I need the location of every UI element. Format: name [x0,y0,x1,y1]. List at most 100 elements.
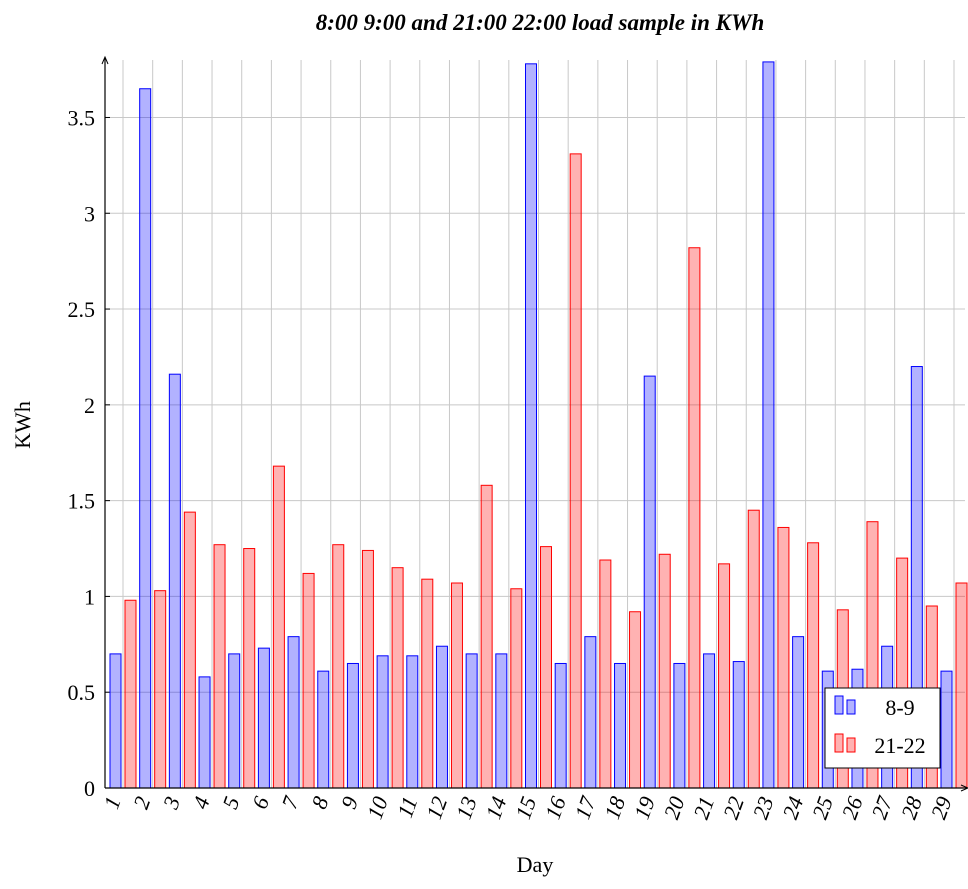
bar [213,544,226,789]
bar [495,653,508,789]
bar [317,670,330,789]
x-tick-label: 9 [336,793,363,812]
bar [302,572,315,789]
bar [718,563,731,789]
bar [703,653,716,789]
x-tick-label: 20 [659,793,690,822]
bar [421,578,434,789]
bar [406,655,419,789]
x-tick-label: 16 [540,793,571,822]
bar [554,662,567,789]
bar [257,647,270,789]
x-tick-label: 7 [277,792,305,812]
y-tick-label: 3.5 [68,105,96,130]
x-tick-label: 29 [926,793,957,822]
x-tick-label: 12 [421,793,452,822]
x-tick-label: 23 [748,793,779,822]
bar [109,653,122,789]
y-tick-label: 1 [84,584,95,609]
x-tick-label: 11 [392,793,422,821]
x-tick-label: 10 [362,793,393,822]
bar [762,61,775,789]
bar [435,645,448,789]
bar [525,63,537,789]
legend-swatch [846,699,856,715]
bar [361,549,374,789]
bar [599,559,612,789]
bar [183,511,196,789]
bar [584,636,597,789]
x-tick-label: 27 [866,792,897,822]
bar [124,599,137,789]
y-axis-arrow [101,55,109,65]
bar [940,670,953,789]
x-axis-arrow [960,784,968,792]
bar [346,662,359,789]
x-tick-label: 21 [688,793,719,822]
bar [154,590,167,789]
y-axis-label: KWh [10,401,35,449]
bar [540,546,552,789]
bar [287,636,300,789]
x-tick-label: 14 [481,793,512,822]
legend: 8-9 21-22 [824,687,941,769]
y-tick-label: 2 [84,393,95,418]
x-tick-label: 18 [599,793,630,822]
x-tick-label: 5 [217,793,244,812]
bar [465,653,478,789]
bar [272,465,285,789]
bar [747,509,760,789]
x-tick-label: 25 [807,793,838,822]
bar [376,655,389,789]
legend-label: 21-22 [874,733,925,758]
bar [332,544,345,789]
x-tick-label: 28 [896,793,927,822]
legend-label: 8-9 [885,695,914,720]
bar [792,636,805,789]
bar [198,676,211,789]
bar [391,567,404,789]
y-tick-label: 0 [84,776,95,801]
x-tick-label: 19 [629,793,660,822]
bar [139,88,152,789]
legend-swatch [846,737,856,753]
bar [510,588,523,789]
x-tick-label: 6 [247,793,274,812]
bar [732,661,745,789]
bar [228,653,241,789]
bar [673,662,686,789]
legend-swatch [834,733,844,753]
x-tick-label: 8 [306,793,333,812]
x-tick-label: 22 [718,793,749,822]
bar [629,611,642,789]
bar [955,582,968,789]
legend-box [824,687,941,769]
bar [243,548,256,789]
x-axis-label: Day [517,852,554,877]
x-tick-label: 2 [128,793,155,812]
bar [450,582,463,789]
bar [569,153,582,789]
x-tick-label: 4 [187,793,214,812]
x-tick-label: 17 [570,792,601,822]
legend-swatch [834,695,844,715]
bar [614,662,627,789]
bar [777,526,790,789]
chart-title: 8:00 9:00 and 21:00 22:00 load sample in… [316,10,765,35]
y-tick-label: 3 [84,201,95,226]
bar [658,553,671,789]
x-tick-label: 1 [98,793,125,812]
bar [643,375,656,789]
bar [480,484,493,789]
bar [807,542,820,789]
bar [688,247,701,789]
bar [168,373,181,789]
x-tick-label: 15 [510,793,541,822]
x-tick-label: 3 [157,793,185,813]
y-tick-label: 2.5 [68,297,96,322]
y-tick-label: 1.5 [68,489,96,514]
x-tick-label: 26 [837,793,868,822]
y-tick-label: 0.5 [68,680,96,705]
x-tick-label: 13 [451,793,482,822]
